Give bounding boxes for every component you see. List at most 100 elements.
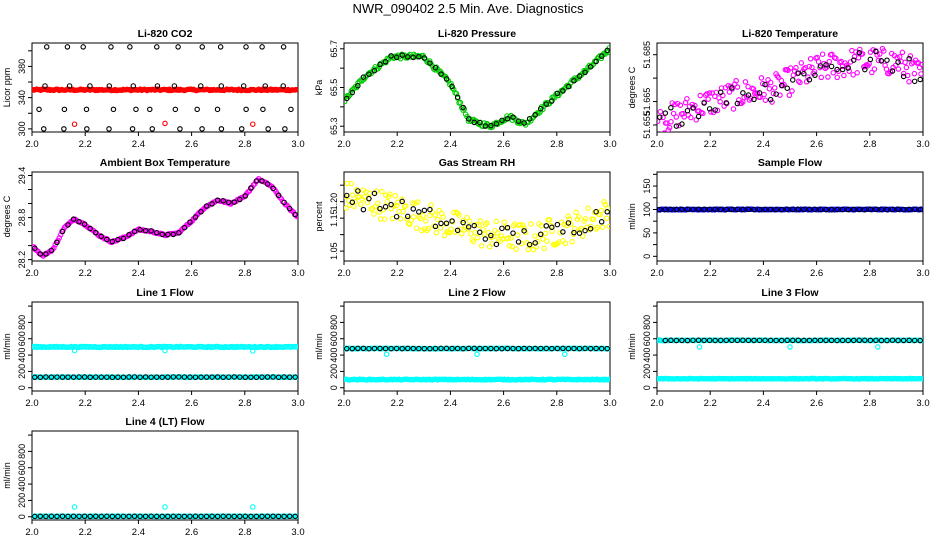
- data-point-co2-ref-355: [66, 83, 73, 89]
- data-point-temperature: [666, 124, 673, 131]
- data-point-line2-ref: [465, 345, 472, 352]
- data-point-rh-ref: [549, 224, 555, 230]
- data-point-co2-ref-300: [84, 126, 90, 132]
- data-point-line2-ref: [598, 345, 605, 352]
- data-point-temperature-ref: [828, 63, 835, 70]
- data-point-line1-ref: [109, 374, 116, 380]
- data-point-box-temp-ref: [209, 201, 215, 207]
- data-point-temperature-ref: [878, 58, 885, 64]
- data-point-line3-ref: [917, 337, 923, 344]
- data-point-line2-ref: [360, 345, 367, 352]
- data-point-rh: [384, 198, 390, 205]
- data-point-line4-ref: [198, 513, 204, 520]
- data-point-line1-ref: [198, 374, 204, 380]
- data-point-co2-ref-325: [288, 106, 294, 113]
- data-point-co2-ref-325: [61, 106, 68, 113]
- data-point-temperature-ref: [706, 106, 713, 112]
- data-point-temperature: [673, 114, 680, 120]
- data-point-temperature-ref: [823, 62, 829, 68]
- data-point-rh: [514, 232, 521, 238]
- data-point-rh-ref: [488, 232, 494, 239]
- data-point-box-temp-ref: [275, 192, 282, 199]
- x-tick-label: 2.6: [810, 268, 823, 279]
- data-point-rh: [387, 191, 393, 197]
- data-point-sample-flow-ref: [817, 206, 824, 213]
- data-point-line1-ref: [286, 374, 293, 380]
- data-point-line1-ref: [65, 374, 71, 380]
- data-point-line4-ref: [225, 513, 232, 520]
- y-tick-label: 200: [329, 364, 339, 379]
- data-point-temperature-ref: [812, 72, 818, 79]
- data-point-line3-ref: [679, 337, 685, 344]
- data-point-sample-flow-ref: [706, 206, 713, 213]
- data-point-pressure-ref: [432, 64, 439, 71]
- data-point-temperature: [911, 70, 918, 77]
- data-point-rh-ref: [604, 209, 610, 215]
- data-point-rh: [344, 205, 349, 211]
- data-point-rh: [528, 221, 534, 227]
- data-point-line3-ref: [801, 337, 807, 344]
- plot-area: [657, 45, 923, 132]
- data-point-temperature-ref: [790, 77, 796, 83]
- data-point-box-temp: [222, 198, 229, 205]
- data-point-rh: [448, 226, 454, 232]
- data-point-temperature-ref: [684, 107, 691, 114]
- data-point-temperature: [661, 130, 667, 132]
- data-point-pressure-ref: [571, 78, 577, 84]
- chart-panel-ambient-box-temperature: Ambient Box Temperature 2.0 2.2 2.4 2.6 2.8 3.…: [2, 157, 305, 279]
- x-tick-label: 2.8: [238, 398, 251, 409]
- data-point-pressure-ref: [504, 115, 511, 122]
- data-point-line1-ref: [170, 374, 177, 380]
- data-point-temperature-ref: [668, 105, 674, 111]
- y-axis-label: degrees C: [2, 195, 12, 237]
- data-point-line4-ref: [248, 513, 254, 520]
- data-point-rh: [599, 224, 606, 230]
- data-point-line3-ref: [762, 337, 768, 344]
- x-tick-label: 2.2: [79, 139, 92, 150]
- plot-frame: [656, 171, 924, 262]
- x-tick-label: 3.0: [291, 139, 304, 150]
- data-point-co2-ref-405: [243, 44, 249, 50]
- data-point-co2-ref-325: [243, 106, 249, 113]
- data-point-box-temp: [293, 212, 298, 219]
- data-point-sample-flow-ref: [690, 206, 696, 213]
- data-point-co2-ref-355: [87, 83, 93, 89]
- data-point-line4-ref: [131, 513, 138, 520]
- data-point-temperature: [826, 58, 832, 65]
- data-point-line3-ref: [850, 337, 857, 344]
- data-point-line1-ref: [142, 374, 149, 380]
- data-point-temperature: [706, 90, 713, 96]
- data-point-line2-ref: [371, 345, 378, 352]
- data-point-temperature: [823, 64, 830, 70]
- data-point-sample-flow-ref: [662, 206, 669, 213]
- data-point-line4-outliers: [250, 504, 256, 510]
- data-point-line2-ref: [344, 345, 350, 352]
- data-point-line1-ref: [126, 374, 132, 380]
- data-point-line2-ref: [587, 345, 594, 352]
- data-point-line3-outliers: [787, 344, 793, 350]
- data-point-pressure: [427, 58, 433, 64]
- data-point-rh: [412, 200, 418, 206]
- data-point-line2-ref: [477, 345, 483, 352]
- data-point-line4-ref: [214, 513, 221, 520]
- data-point-rh: [425, 225, 432, 232]
- data-point-rh: [376, 209, 382, 215]
- data-point-rh: [415, 199, 421, 205]
- data-point-temperature: [841, 72, 847, 79]
- data-point-rh-ref: [454, 227, 461, 234]
- data-point-line2-ref: [454, 345, 461, 352]
- y-tick-label: 200: [17, 364, 27, 379]
- data-point-rh: [585, 205, 591, 211]
- data-point-line2-ref: [499, 345, 505, 352]
- data-point-rh: [509, 243, 515, 250]
- data-point-temperature: [688, 114, 694, 121]
- data-point-line4-ref: [203, 513, 210, 520]
- x-tick-label: 2.2: [391, 139, 404, 150]
- data-point-sample-flow-ref: [679, 206, 685, 213]
- data-point-rh: [493, 218, 500, 225]
- data-point-rh-ref: [355, 188, 361, 194]
- data-point-rh-ref: [565, 220, 572, 226]
- data-point-temperature-ref: [839, 66, 846, 73]
- y-tick-label: 100: [642, 202, 652, 217]
- data-point-line1-ref: [225, 374, 232, 380]
